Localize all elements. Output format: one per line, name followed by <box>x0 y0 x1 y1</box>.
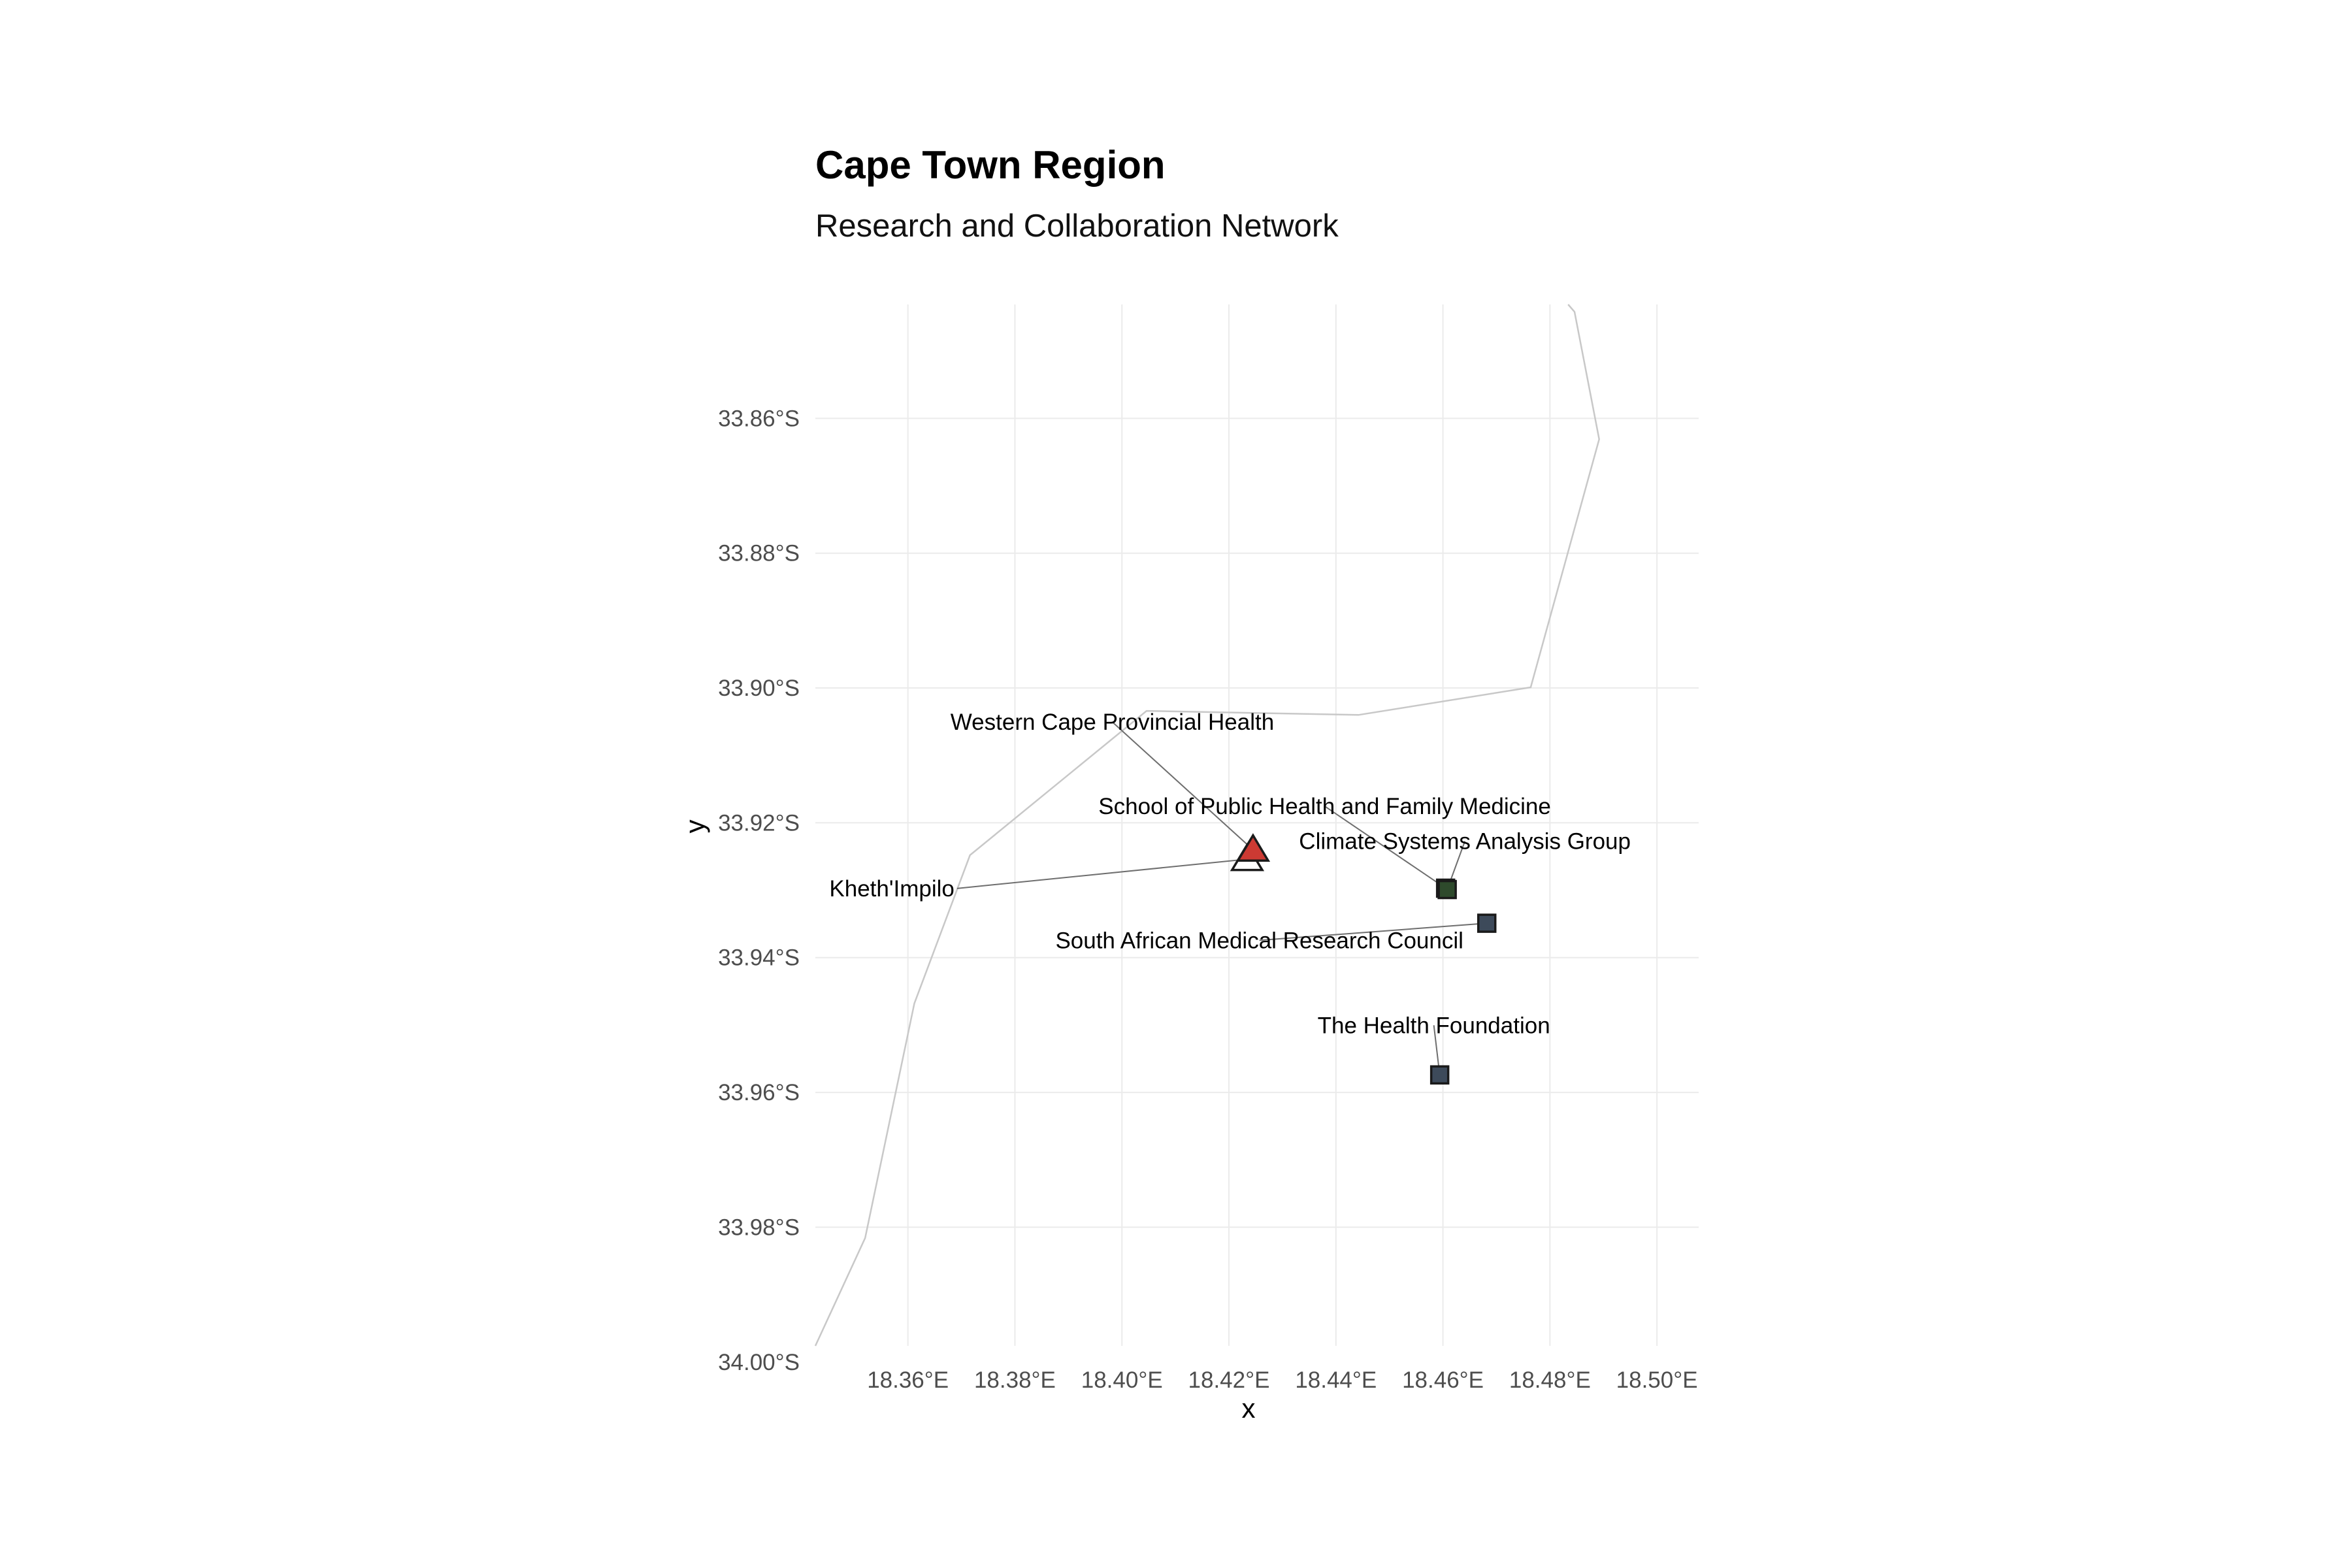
leader-line <box>1324 806 1446 889</box>
x-tick-label: 18.40°E <box>1081 1367 1163 1393</box>
x-tick-label: 18.38°E <box>974 1367 1056 1393</box>
y-tick-label: 33.88°S <box>718 541 800 566</box>
y-tick-label: 33.98°S <box>718 1215 800 1240</box>
x-tick-label: 18.44°E <box>1295 1367 1377 1393</box>
site-label: School of Public Health and Family Medic… <box>1098 794 1551 819</box>
site-label: Western Cape Provincial Health <box>951 710 1274 735</box>
y-axis-title: y <box>679 820 710 834</box>
x-tick-label: 18.48°E <box>1509 1367 1591 1393</box>
axes: x y 18.36°E 18.38°E 18.40°E 18.42°E 18.44°E 1… <box>679 406 1698 1424</box>
site-label: The Health Foundation <box>1318 1013 1550 1038</box>
site-marker-square <box>1437 879 1457 900</box>
x-tick-label: 18.36°E <box>867 1367 949 1393</box>
y-tick-label: 34.00°S <box>718 1350 800 1375</box>
coastline <box>814 304 1600 1347</box>
site-marker-square <box>1429 1065 1450 1085</box>
site-label: Climate Systems Analysis Group <box>1299 829 1631 855</box>
grid-lines <box>815 304 1699 1346</box>
chart-subtitle: Research and Collaboration Network <box>815 208 1339 244</box>
chart-title: Cape Town Region <box>815 143 1166 187</box>
x-tick-label: 18.42°E <box>1188 1367 1270 1393</box>
leader-line <box>956 858 1247 889</box>
site-label: Kheth'Impilo <box>829 876 955 902</box>
y-tick-label: 33.94°S <box>718 945 800 971</box>
x-tick-label: 18.50°E <box>1616 1367 1698 1393</box>
site-marker-triangle <box>1235 833 1271 862</box>
y-tick-label: 33.86°S <box>718 406 800 431</box>
y-tick-label: 33.96°S <box>718 1080 800 1105</box>
site-marker-square <box>1477 913 1497 933</box>
site-markers <box>1230 833 1497 1085</box>
x-tick-label: 18.46°E <box>1402 1367 1484 1393</box>
coastline-path <box>814 304 1600 1347</box>
x-axis-title: x <box>1242 1393 1256 1424</box>
leader-line <box>1111 721 1254 851</box>
leader-line <box>1259 923 1487 941</box>
site-label: South African Medical Research Council <box>1055 928 1463 953</box>
y-tick-label: 33.90°S <box>718 676 800 701</box>
y-tick-label: 33.92°S <box>718 810 800 836</box>
site-labels: Kheth'Impilo Western Cape Provincial Heal… <box>829 710 1631 1038</box>
